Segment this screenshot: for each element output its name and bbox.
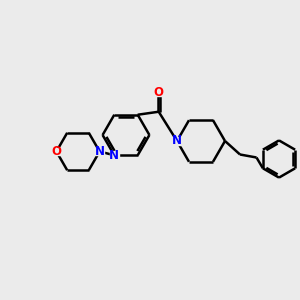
- Text: N: N: [94, 145, 105, 158]
- Bar: [95, 148, 104, 155]
- Bar: [172, 137, 182, 145]
- Text: N: N: [109, 149, 119, 162]
- Bar: [52, 148, 61, 155]
- Text: N: N: [172, 134, 182, 148]
- Text: O: O: [154, 86, 164, 99]
- Bar: [110, 152, 119, 159]
- Text: O: O: [51, 145, 62, 158]
- Bar: [154, 88, 163, 96]
